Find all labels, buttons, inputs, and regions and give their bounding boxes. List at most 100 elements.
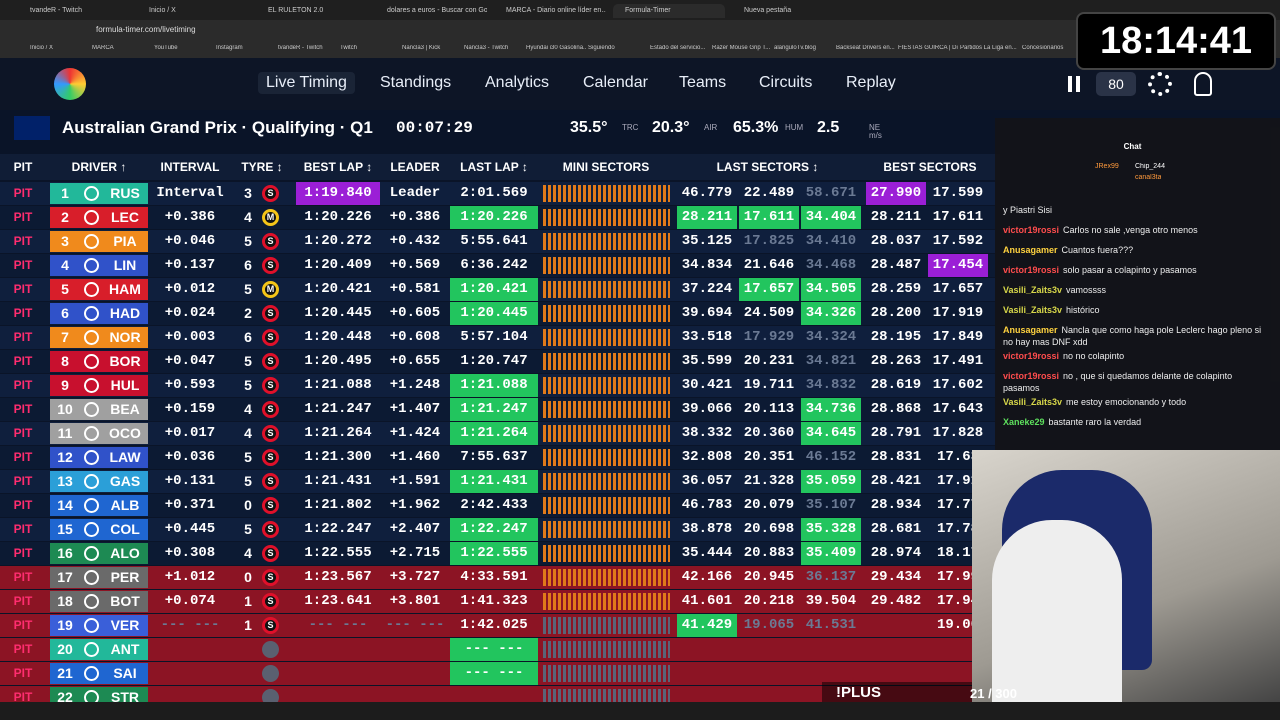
settings-icon[interactable]: [1148, 72, 1172, 96]
bookmark[interactable]: tvandeR - Twitch: [278, 45, 323, 51]
bookmark[interactable]: Inicio / X: [30, 45, 54, 51]
best-sector: 19.06: [936, 617, 979, 633]
driver-box[interactable]: 5 HAM: [50, 279, 148, 300]
driver-box[interactable]: 6 HAD: [50, 303, 148, 324]
column-header[interactable]: MINI SECTORS: [562, 160, 650, 174]
bookmark[interactable]: FIESTAS GUIRCA | Di...: [898, 45, 958, 51]
nav-item[interactable]: Circuits: [759, 74, 813, 91]
driver-box[interactable]: 8 BOR: [50, 351, 148, 372]
driver-box[interactable]: 7 NOR: [50, 327, 148, 348]
bookmark[interactable]: MARCA: [92, 45, 114, 51]
chat-user[interactable]: Vasili_Zaits3v: [1003, 397, 1063, 407]
bookmark[interactable]: Hyundai i30 Gasolina...: [526, 45, 586, 51]
bookmark[interactable]: Partidos La Liga en...: [960, 45, 1017, 51]
nav-item[interactable]: Analytics: [485, 74, 550, 91]
column-header[interactable]: BEST SECTORS: [883, 160, 977, 174]
nav-item[interactable]: Calendar: [583, 74, 648, 91]
driver-box[interactable]: 9 HUL: [50, 375, 148, 396]
driver-box[interactable]: 11 OCO: [50, 423, 148, 444]
bookmark[interactable]: Concesionarios: [1022, 45, 1064, 51]
chat-user[interactable]: Anusagamer: [1003, 245, 1058, 255]
driver-box[interactable]: 2 LEC: [50, 207, 148, 228]
bookmark[interactable]: alanguloTv.blog: [774, 45, 816, 51]
best-lap: 1:20.226: [304, 209, 372, 225]
chat-user[interactable]: Xaneke29: [1003, 417, 1045, 427]
column-header[interactable]: INTERVAL: [160, 160, 220, 174]
pit-badge: PIT: [13, 522, 33, 536]
pause-icon[interactable]: [1068, 76, 1080, 92]
url[interactable]: formula-timer.com/livetiming: [96, 25, 196, 34]
driver-box[interactable]: 10 BEA: [50, 399, 148, 420]
browser-tab[interactable]: dolares a euros - Buscar con Google: [387, 7, 487, 14]
speed[interactable]: 80: [1096, 72, 1136, 96]
driver-box[interactable]: 22 STR: [50, 687, 148, 702]
nav-item[interactable]: Teams: [679, 74, 727, 91]
logo[interactable]: [54, 68, 86, 100]
clock-box: 18:14:41: [1076, 12, 1276, 70]
bookmark[interactable]: Backseat Drivers en...: [836, 45, 895, 51]
chat-top-user: Chip_244: [1135, 163, 1165, 170]
chat-user[interactable]: victor19rossi: [1003, 351, 1060, 361]
driver-box[interactable]: 21 SAI: [50, 663, 148, 684]
bookmark[interactable]: Instagram: [216, 45, 243, 51]
column-header[interactable]: LAST LAP ↕: [460, 160, 528, 174]
driver-box[interactable]: 1 RUS: [50, 183, 148, 204]
driver-box[interactable]: 13 GAS: [50, 471, 148, 492]
last-lap: 1:20.421: [450, 278, 538, 301]
weather-unit: HUM: [785, 124, 804, 132]
chat-message: Anusagamer Nancla que como haga pole Lecl…: [1003, 324, 1265, 348]
chat-user[interactable]: victor19rossi: [1003, 371, 1060, 381]
column-header[interactable]: DRIVER ↑: [71, 160, 127, 174]
chat-user[interactable]: Anusagamer: [1003, 325, 1058, 335]
chat-user[interactable]: victor19rossi: [1003, 225, 1060, 235]
driver-box[interactable]: 18 BOT: [50, 591, 148, 612]
column-header[interactable]: BEST LAP ↕: [303, 160, 373, 174]
bookmark[interactable]: Nancla3 - Twitch: [464, 45, 509, 51]
driver-box[interactable]: 20 ANT: [50, 639, 148, 660]
best-sector: 17.99: [936, 569, 979, 585]
last-sector: 35.125: [681, 233, 733, 249]
browser-tab[interactable]: EL RULETON 2.0: [268, 7, 324, 14]
tyre-compound: S: [262, 473, 279, 490]
driver-box[interactable]: 3 PIA: [50, 231, 148, 252]
nav-item[interactable]: Standings: [380, 74, 452, 91]
column-header[interactable]: LAST SECTORS ↕: [716, 160, 819, 174]
bookmark[interactable]: YouTube: [154, 45, 178, 51]
best-lap: 1:21.300: [304, 449, 372, 465]
timing-row: PIT 15 COL +0.445 5 S 1:22.247 +2.407 1:22.247 38…: [0, 518, 995, 541]
bookmark[interactable]: Nancla3 | Kick: [402, 45, 441, 51]
user-icon[interactable]: [1194, 72, 1212, 96]
chat-user[interactable]: Vasili_Zaits3v: [1003, 285, 1063, 295]
last-sector: 41.531: [805, 617, 857, 633]
browser-tab[interactable]: tvandeR - Twitch: [30, 7, 83, 14]
browser-tab[interactable]: Formula-Timer: [613, 4, 725, 18]
tyre-laps: 4: [244, 545, 252, 561]
last-sector: 32.808: [681, 449, 733, 465]
nav-item[interactable]: Live Timing: [258, 72, 355, 94]
chat-user[interactable]: victor19rossi: [1003, 265, 1060, 275]
driver-box[interactable]: 4 LIN: [50, 255, 148, 276]
bookmark[interactable]: Razer Mouse Grip T...: [712, 45, 771, 51]
driver-box[interactable]: 17 PER: [50, 567, 148, 588]
best-sector: 28.619: [870, 377, 922, 393]
driver-box[interactable]: 19 VER: [50, 615, 148, 636]
last-sector: 41.429: [677, 614, 737, 637]
nav-item[interactable]: Replay: [846, 74, 896, 91]
driver-box[interactable]: 15 COL: [50, 519, 148, 540]
chat-user[interactable]: Vasili_Zaits3v: [1003, 305, 1063, 315]
bookmark[interactable]: Twitch: [340, 45, 358, 51]
driver-box[interactable]: 16 ALO: [50, 543, 148, 564]
interval: Interval: [156, 185, 224, 201]
column-header[interactable]: LEADER: [390, 160, 440, 174]
column-header[interactable]: PIT: [13, 160, 33, 174]
bookmark[interactable]: Siguiendo: [588, 45, 615, 51]
column-header[interactable]: TYRE ↕: [241, 160, 283, 174]
browser-tab[interactable]: Nueva pestaña: [744, 7, 792, 14]
browser-tab[interactable]: MARCA - Diario online líder en...: [506, 7, 606, 14]
driver-box[interactable]: 14 ALB: [50, 495, 148, 516]
bookmark[interactable]: Estado del servicio...: [650, 45, 706, 51]
browser-tab[interactable]: Inicio / X: [149, 7, 176, 14]
driver-code: PER: [110, 569, 140, 585]
last-sector: 17.657: [739, 278, 799, 301]
driver-box[interactable]: 12 LAW: [50, 447, 148, 468]
